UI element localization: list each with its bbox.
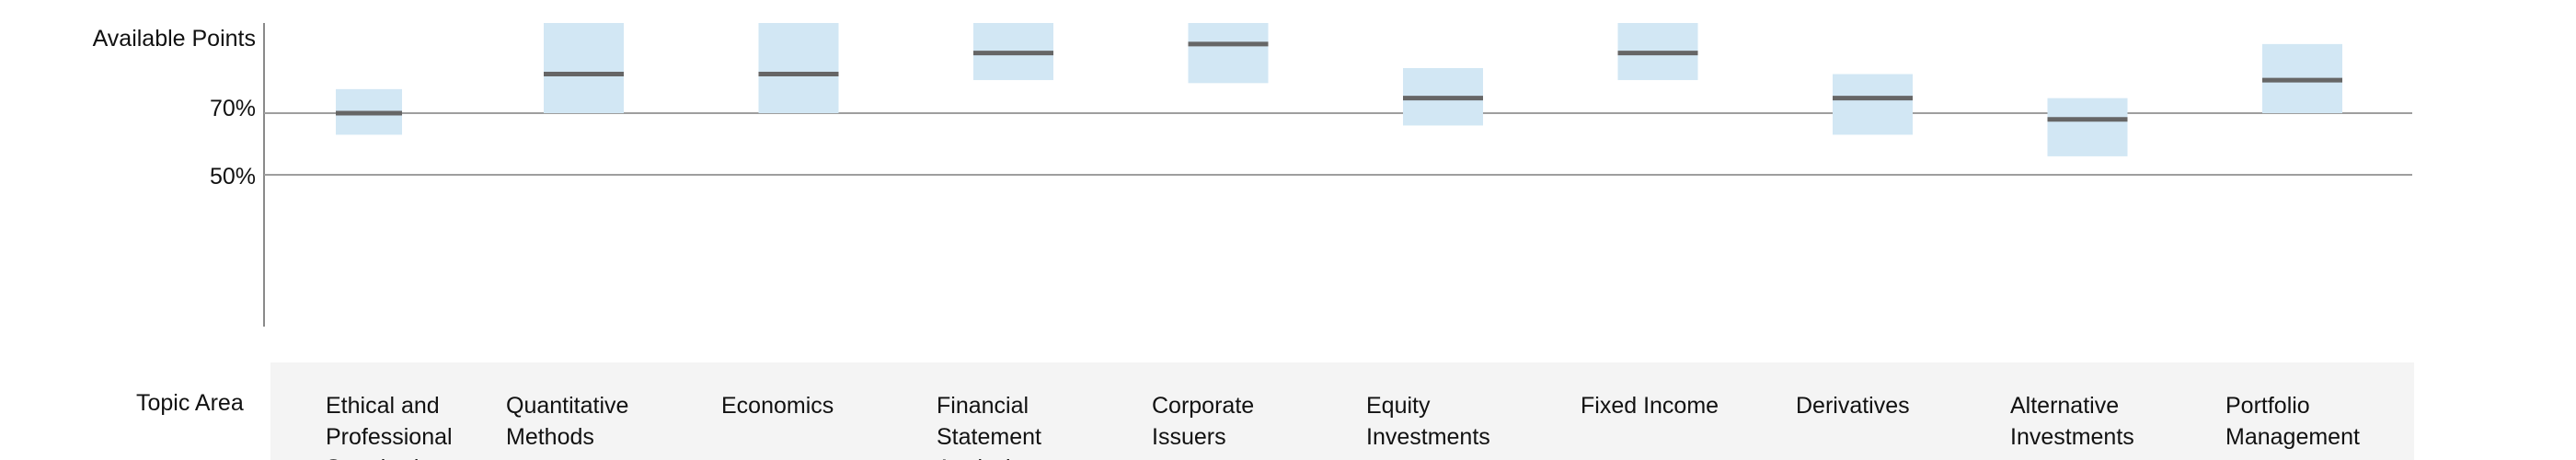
topic-area-band [270,362,2414,460]
category-label: Fixed Income [1581,393,1719,419]
category-label: Derivatives [1796,393,1910,419]
range-bar [1833,74,1913,135]
category-label: Equity Investments [1366,393,1490,450]
category-label: Financial Statement Analysis [937,393,1041,460]
x-axis-title: Topic Area [136,390,244,416]
range-bar [1188,23,1269,84]
range-bar [544,23,624,113]
category-label: Quantitative Methods [506,393,629,450]
category-label: Corporate Issuers [1152,393,1255,450]
reference-line-label-50: 50% [209,164,256,190]
category-label: Alternative Investments [2010,393,2134,450]
category-label: Economics [721,393,834,419]
reference-line-label-70: 70% [209,96,256,121]
range-bar [2047,98,2128,156]
y-axis-title: Available Points [92,26,256,52]
range-bar [758,23,839,113]
category-label: Portfolio Management [2225,393,2360,450]
category-label: Ethical and Professional Standards [326,393,453,460]
